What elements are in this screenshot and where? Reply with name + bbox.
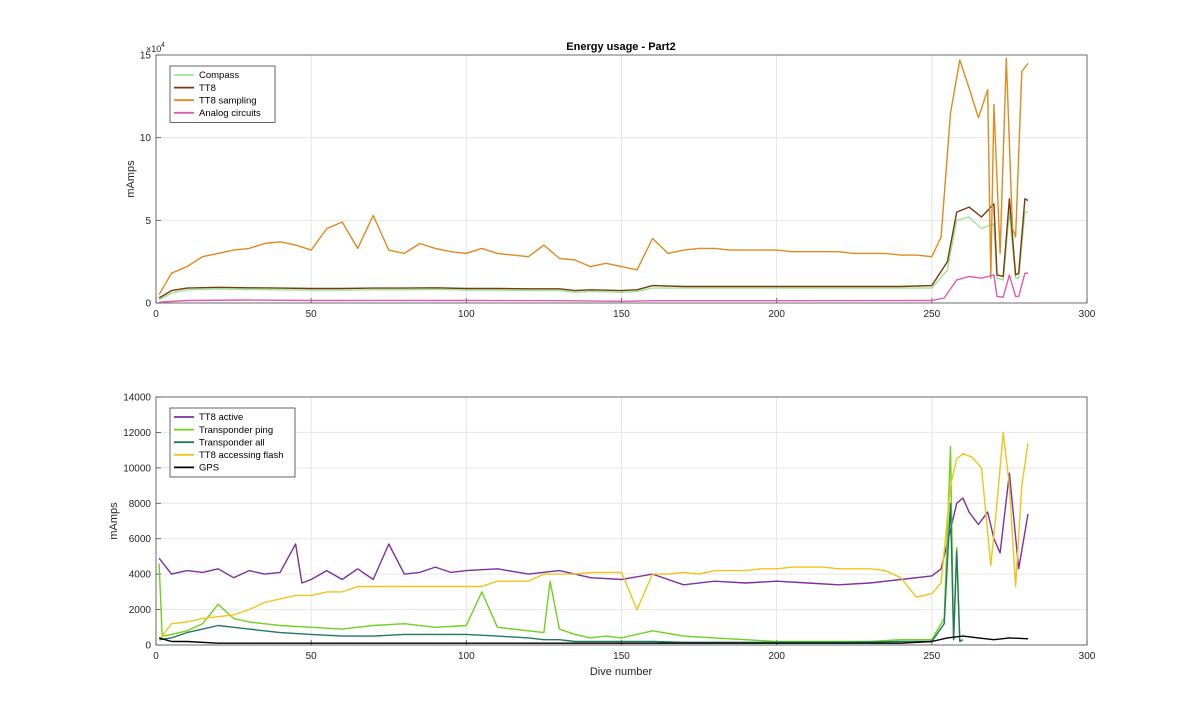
top-x-tick-label: 300 [1079,309,1096,320]
bottom-x-tick-label: 250 [923,651,940,662]
bottom-x-tick-label: 100 [458,651,475,662]
bottom-y-tick-label: 0 [145,641,151,652]
bottom-x-tick-label: 200 [768,651,785,662]
bottom-y-tick-label: 2000 [129,605,152,616]
top-x-tick-label: 0 [153,309,159,320]
top-chart-title: Energy usage - Part2 [566,41,675,53]
top-legend-label-analog-circuits: Analog circuits [199,108,261,119]
top-x-tick-label: 150 [613,309,630,320]
top-chart-y-exponent-base: ×10 [146,44,161,54]
top-series-line-analog-circuits [159,272,1028,303]
top-legend-label-compass: Compass [199,70,239,81]
bottom-y-tick-label: 10000 [123,463,151,474]
bottom-series-line-transponder-all [158,502,964,643]
bottom-series-line-tt8-accessing-flash [158,431,1029,641]
bottom-chart-panel: 0 50 100 150 200 250 300 0 2000 4000 6000 8000 1000… [108,393,1096,679]
bottom-series-line-transponder-ping [158,445,964,643]
bottom-y-tick-label: 8000 [129,499,152,510]
bottom-chart-x-axis-label: Dive number [590,666,653,678]
bottom-series-line-tt8-active [158,472,1029,586]
bottom-legend-label-tt8-accessing-flash: TT8 accessing flash [199,450,283,461]
top-series-line-tt8 [158,198,1029,299]
top-chart-y-exponent-power: 4 [161,42,165,49]
bottom-legend-label-transponder-ping: Transponder ping [199,425,273,436]
top-y-tick-label: 5 [145,216,151,227]
top-y-tick-label: 15 [140,51,152,62]
bottom-y-tick-label: 4000 [129,570,152,581]
bottom-legend-label-tt8-active: TT8 active [199,412,243,423]
bottom-chart-y-axis-label: mAmps [108,502,120,540]
top-x-tick-label: 200 [768,309,785,320]
bottom-x-tick-label: 300 [1079,651,1096,662]
top-series-line-tt8-sampling [158,57,1029,296]
top-legend-label-tt8-sampling: TT8 sampling [199,95,257,106]
top-legend-label-tt8: TT8 [199,83,216,94]
bottom-series-line-gps [158,635,1029,644]
top-chart-y-axis-label: mAmps [125,160,137,198]
top-y-tick-label: 10 [140,133,152,144]
bottom-x-tick-label: 0 [153,651,159,662]
bottom-x-tick-label: 50 [306,651,318,662]
bottom-y-tick-label: 12000 [123,428,151,439]
top-y-tick-label: 0 [145,299,151,310]
bottom-legend-label-transponder-all: Transponder all [199,437,265,448]
bottom-x-tick-label: 150 [613,651,630,662]
top-x-tick-label: 250 [923,309,940,320]
top-chart-y-exponent: ×10 4 [146,42,165,54]
top-x-tick-label: 50 [306,309,318,320]
bottom-y-tick-label: 6000 [129,534,152,545]
bottom-legend-label-gps: GPS [199,463,219,474]
top-x-tick-label: 100 [458,309,475,320]
bottom-y-tick-label: 14000 [123,393,151,404]
top-chart-panel: 0 50 100 150 200 250 300 0 5 10 15 Energy usage -… [125,41,1096,320]
